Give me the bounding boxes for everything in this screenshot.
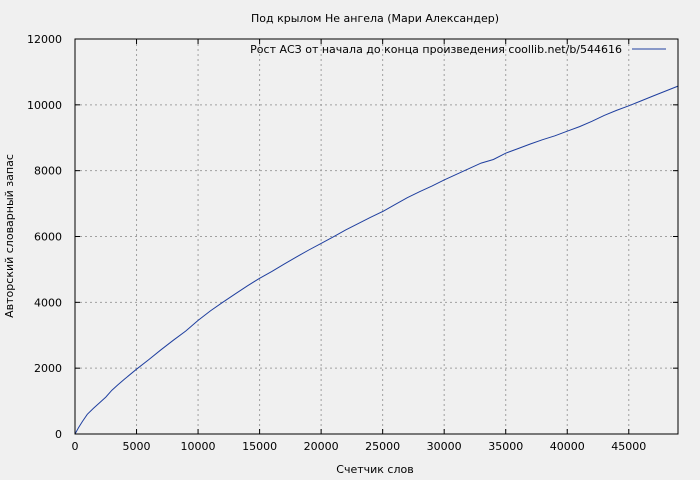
y-tick-label: 4000 xyxy=(34,296,62,309)
y-tick-label: 8000 xyxy=(34,165,62,178)
x-tick-label: 0 xyxy=(72,440,79,453)
x-tick-label: 20000 xyxy=(304,440,339,453)
x-tick-label: 40000 xyxy=(550,440,585,453)
y-tick-label: 10000 xyxy=(27,99,62,112)
legend-label: Рост АСЗ от начала до конца произведения… xyxy=(250,43,622,56)
x-tick-label: 15000 xyxy=(242,440,277,453)
y-tick-label: 0 xyxy=(55,428,62,441)
x-tick-label: 10000 xyxy=(181,440,216,453)
x-axis-label: Счетчик слов xyxy=(336,463,413,476)
y-tick-label: 2000 xyxy=(34,362,62,375)
legend: Рост АСЗ от начала до конца произведения… xyxy=(250,43,666,56)
x-tick-label: 25000 xyxy=(365,440,400,453)
y-tick-label: 12000 xyxy=(27,33,62,46)
x-axis: 0 5000 10000 15000 20000 25000 30000 35000 40000… xyxy=(72,39,646,453)
chart-title: Под крылом Не ангела (Мари Александер) xyxy=(251,12,499,25)
y-axis: 0 2000 4000 6000 8000 10000 12000 xyxy=(27,33,678,441)
x-tick-label: 45000 xyxy=(611,440,646,453)
y-axis-label: Авторский словарный запас xyxy=(3,154,16,318)
x-tick-label: 30000 xyxy=(427,440,462,453)
y-tick-label: 6000 xyxy=(34,231,62,244)
grid xyxy=(75,39,678,434)
series-line xyxy=(74,85,679,435)
x-tick-label: 5000 xyxy=(123,440,151,453)
x-tick-label: 35000 xyxy=(488,440,523,453)
plot-area xyxy=(74,85,679,435)
